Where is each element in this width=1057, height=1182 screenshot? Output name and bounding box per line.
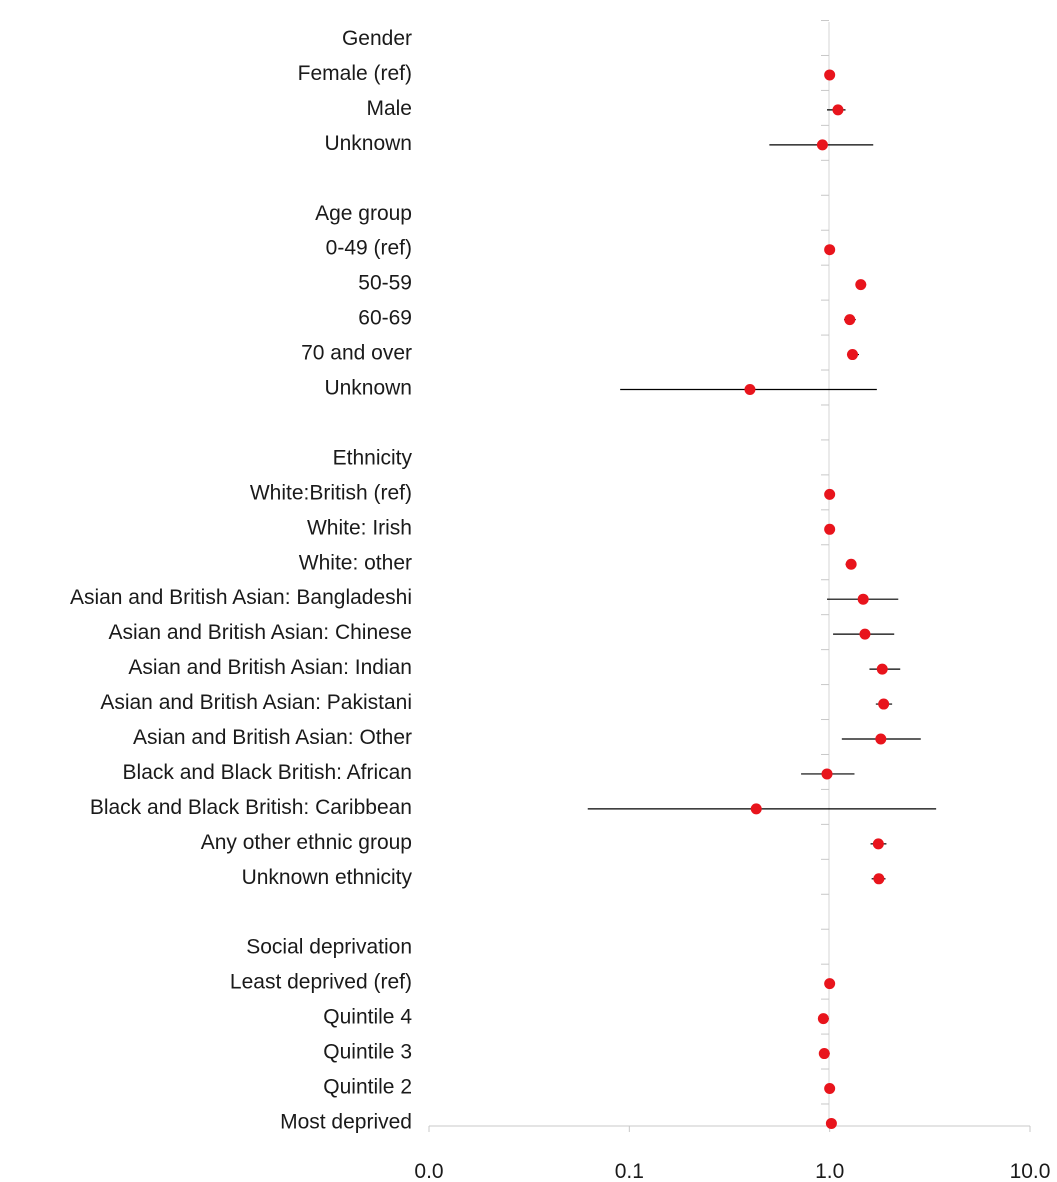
row-label: 60-69 bbox=[358, 307, 412, 330]
point-estimate bbox=[832, 104, 844, 116]
confidence-intervals bbox=[587, 109, 937, 1125]
group-header-label: Age group bbox=[315, 202, 412, 225]
row-label: Most deprived bbox=[280, 1110, 412, 1133]
row-label: Black and Black British: Caribbean bbox=[90, 796, 412, 819]
point-estimate bbox=[878, 698, 890, 710]
row-label: Asian and British Asian: Other bbox=[133, 726, 412, 749]
row-label: Asian and British Asian: Pakistani bbox=[100, 691, 412, 714]
row-label: Quintile 3 bbox=[323, 1041, 412, 1064]
row-label: 70 and over bbox=[301, 342, 412, 365]
row-label: 0-49 (ref) bbox=[326, 237, 412, 260]
point-estimate bbox=[744, 384, 756, 395]
row-label: White: other bbox=[299, 551, 412, 574]
row-label: Female (ref) bbox=[298, 62, 412, 85]
group-header-label: Gender bbox=[342, 27, 412, 50]
row-label: Male bbox=[366, 97, 412, 120]
point-estimate bbox=[857, 593, 869, 605]
x-axis: 0.0 0.1 1.0 10.0 bbox=[414, 20, 1051, 1182]
row-label: Asian and British Asian: Indian bbox=[128, 656, 412, 679]
point-estimate bbox=[873, 873, 885, 885]
x-tick-label: 1.0 bbox=[815, 1160, 844, 1182]
row-label: Unknown ethnicity bbox=[242, 866, 413, 889]
x-tick-label: 0.1 bbox=[615, 1160, 644, 1182]
row-labels: Gender Female (ref) Male Unknown Age group 0-… bbox=[70, 27, 413, 1133]
row-label: Least deprived (ref) bbox=[230, 971, 412, 994]
row-label: Black and Black British: African bbox=[123, 761, 412, 784]
row-label: Unknown bbox=[324, 132, 412, 155]
point-estimate bbox=[816, 139, 828, 151]
point-estimate bbox=[875, 733, 887, 745]
point-estimate bbox=[821, 768, 833, 780]
point-estimates bbox=[744, 69, 890, 1129]
point-estimate bbox=[846, 349, 858, 361]
row-label: Asian and British Asian: Bangladeshi bbox=[70, 586, 412, 609]
row-label: Unknown bbox=[324, 377, 412, 400]
point-estimate bbox=[824, 69, 836, 81]
row-label: 50-59 bbox=[358, 272, 412, 295]
point-estimate bbox=[859, 628, 871, 640]
point-estimate bbox=[876, 663, 888, 675]
point-estimate bbox=[824, 488, 836, 500]
row-label: White:British (ref) bbox=[250, 481, 412, 504]
point-estimate bbox=[872, 838, 884, 850]
row-label: Asian and British Asian: Chinese bbox=[108, 621, 412, 644]
group-header-label: Ethnicity bbox=[333, 446, 413, 469]
point-estimate bbox=[750, 803, 762, 815]
point-estimate bbox=[844, 314, 856, 326]
point-estimate bbox=[824, 978, 836, 990]
x-tick-label: 0.0 bbox=[414, 1160, 443, 1182]
row-label: White: Irish bbox=[307, 516, 412, 539]
point-estimate bbox=[825, 1117, 837, 1129]
point-estimate bbox=[845, 558, 857, 570]
group-header-label: Social deprivation bbox=[246, 936, 412, 959]
row-label: Quintile 4 bbox=[323, 1006, 412, 1029]
point-estimate bbox=[818, 1048, 830, 1060]
x-tick-label: 10.0 bbox=[1010, 1160, 1051, 1182]
row-label: Any other ethnic group bbox=[201, 831, 412, 854]
point-estimate bbox=[824, 244, 836, 256]
point-estimate bbox=[824, 523, 836, 535]
point-estimate bbox=[817, 1013, 829, 1025]
point-estimate bbox=[824, 1083, 836, 1094]
point-estimate bbox=[855, 279, 867, 291]
row-label: Quintile 2 bbox=[323, 1076, 412, 1099]
